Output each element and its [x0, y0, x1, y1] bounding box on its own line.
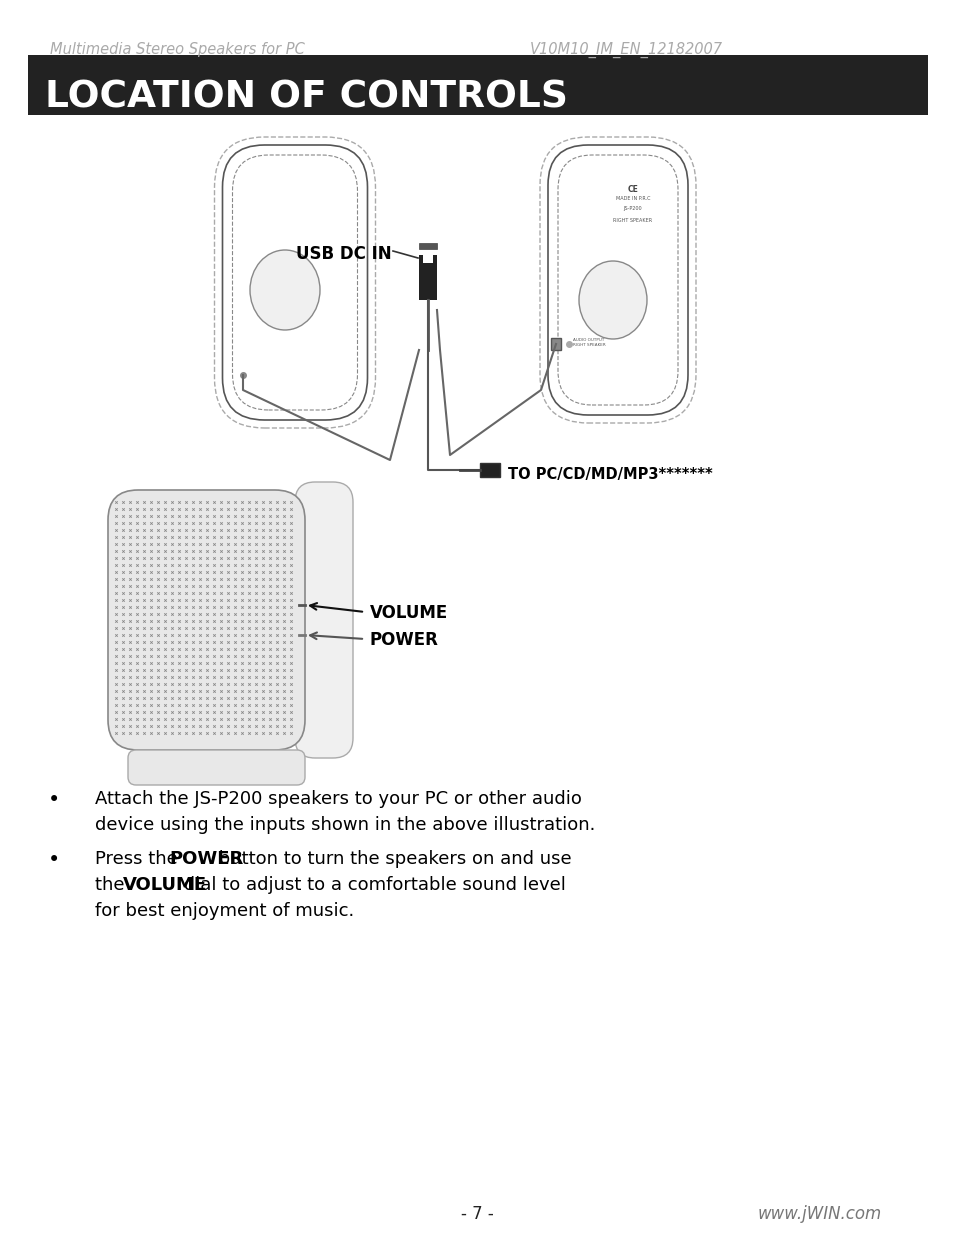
- Text: MADE IN P.R.C: MADE IN P.R.C: [615, 196, 650, 201]
- Text: button to turn the speakers on and use: button to turn the speakers on and use: [213, 850, 571, 868]
- Ellipse shape: [578, 261, 646, 338]
- Text: CE: CE: [627, 185, 638, 194]
- Text: - 7 -: - 7 -: [460, 1205, 493, 1223]
- FancyBboxPatch shape: [294, 482, 353, 758]
- Bar: [422, 249, 433, 263]
- Text: for best enjoyment of music.: for best enjoyment of music.: [95, 902, 354, 920]
- Text: Multimedia Stereo Speakers for PC: Multimedia Stereo Speakers for PC: [50, 42, 305, 57]
- FancyBboxPatch shape: [108, 490, 305, 750]
- Text: dial to adjust to a comfortable sound level: dial to adjust to a comfortable sound le…: [178, 876, 565, 894]
- Text: •: •: [48, 850, 60, 869]
- Text: Attach the JS-P200 speakers to your PC or other audio
device using the inputs sh: Attach the JS-P200 speakers to your PC o…: [95, 790, 595, 834]
- Text: LOCATION OF CONTROLS: LOCATION OF CONTROLS: [45, 80, 567, 116]
- Text: JS-P200: JS-P200: [623, 206, 641, 211]
- Text: •: •: [48, 790, 60, 810]
- Text: VOLUME: VOLUME: [370, 604, 448, 622]
- Bar: [551, 338, 560, 350]
- Bar: [28, 56, 927, 115]
- Text: www.jWIN.com: www.jWIN.com: [757, 1205, 882, 1223]
- FancyBboxPatch shape: [539, 137, 696, 424]
- Text: POWER: POWER: [370, 631, 438, 650]
- Text: RIGHT SPEAKER: RIGHT SPEAKER: [613, 219, 652, 224]
- Text: VOLUME: VOLUME: [123, 876, 207, 894]
- FancyBboxPatch shape: [547, 144, 687, 415]
- Text: POWER: POWER: [169, 850, 243, 868]
- Text: the: the: [95, 876, 131, 894]
- Bar: [418, 254, 436, 300]
- Bar: [479, 463, 499, 477]
- Ellipse shape: [250, 249, 319, 330]
- Text: Press the: Press the: [95, 850, 183, 868]
- Bar: [418, 243, 436, 249]
- FancyBboxPatch shape: [128, 750, 305, 785]
- Text: USB DC IN: USB DC IN: [296, 245, 392, 263]
- FancyBboxPatch shape: [214, 137, 375, 429]
- Text: TO PC/CD/MD/MP3*******: TO PC/CD/MD/MP3*******: [507, 467, 712, 482]
- Text: V10M10_IM_EN_12182007: V10M10_IM_EN_12182007: [530, 42, 722, 58]
- FancyBboxPatch shape: [222, 144, 367, 420]
- Text: AUDIO OUTPUT
RIGHT SPEAKER: AUDIO OUTPUT RIGHT SPEAKER: [573, 338, 605, 347]
